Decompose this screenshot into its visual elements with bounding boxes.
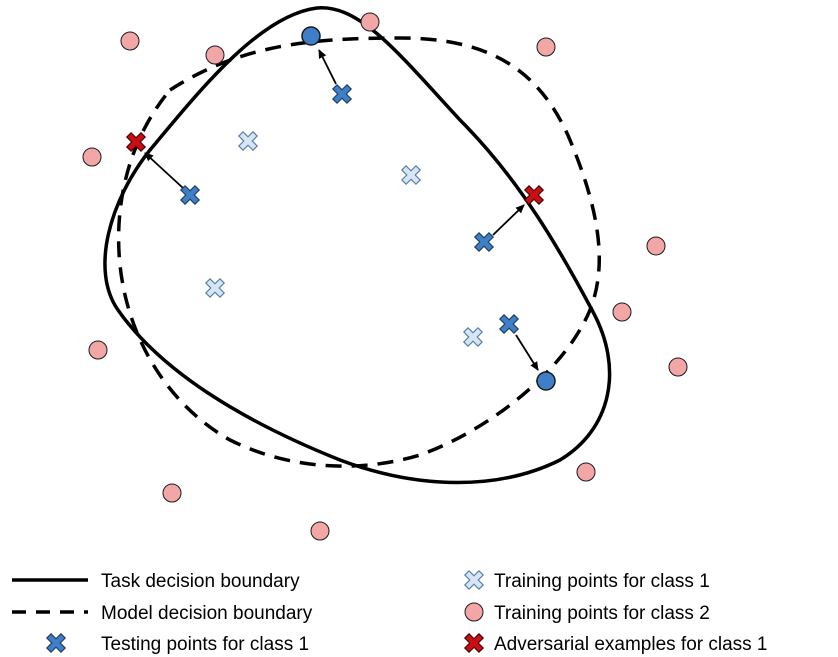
moved-testing-point — [536, 371, 556, 391]
testing-points-class1 — [179, 83, 520, 335]
legend-training-class2-label: Training points for class 2 — [494, 603, 710, 624]
training-points-class2 — [82, 12, 688, 541]
training-point-class2 — [205, 45, 225, 65]
training-points-class1 — [204, 130, 484, 348]
training-point-class1 — [237, 130, 259, 152]
adversarial-examples — [125, 131, 545, 206]
legend-pink-circle-icon — [464, 602, 484, 622]
legend-blue-cross-icon — [45, 632, 67, 654]
legend-task-boundary-label: Task decision boundary — [101, 571, 300, 592]
legend-light-blue-cross-icon — [463, 569, 485, 591]
legend-adversarial-label: Adversarial examples for class 1 — [494, 634, 768, 655]
testing-point-class1 — [331, 83, 353, 105]
training-point-class2 — [646, 236, 666, 256]
task-decision-boundary — [103, 6, 612, 485]
testing-point-class1 — [498, 313, 520, 335]
perturbation-arrow — [144, 152, 184, 189]
legend-training-class1-label: Training points for class 1 — [494, 571, 710, 592]
training-point-class2 — [536, 37, 556, 57]
training-point-class2 — [88, 340, 108, 360]
training-point-class2 — [310, 521, 330, 541]
legend: Task decision boundary Model decision bo… — [12, 569, 768, 655]
training-point-class2 — [576, 462, 596, 482]
training-point-class2 — [668, 357, 688, 377]
moved-points — [301, 26, 556, 391]
moved-testing-point — [301, 26, 321, 46]
training-point-class1 — [462, 326, 484, 348]
legend-red-cross-icon — [463, 632, 485, 654]
testing-point-class1 — [179, 184, 201, 206]
legend-testing-points-label: Testing points for class 1 — [101, 634, 309, 655]
perturbation-arrow — [515, 334, 539, 371]
perturbation-arrow — [492, 204, 525, 236]
adversarial-example — [125, 131, 147, 153]
training-point-class2 — [120, 31, 140, 51]
training-point-class1 — [204, 277, 226, 299]
legend-model-boundary-label: Model decision boundary — [101, 603, 313, 624]
training-point-class2 — [612, 302, 632, 322]
perturbation-arrows — [144, 49, 539, 371]
training-point-class2 — [82, 147, 102, 167]
perturbation-arrow — [318, 49, 337, 85]
training-point-class2 — [360, 12, 380, 32]
model-decision-boundary — [116, 36, 601, 468]
training-point-class2 — [162, 483, 182, 503]
testing-point-class1 — [473, 231, 495, 253]
training-point-class1 — [400, 164, 422, 186]
adversarial-example — [523, 184, 545, 206]
